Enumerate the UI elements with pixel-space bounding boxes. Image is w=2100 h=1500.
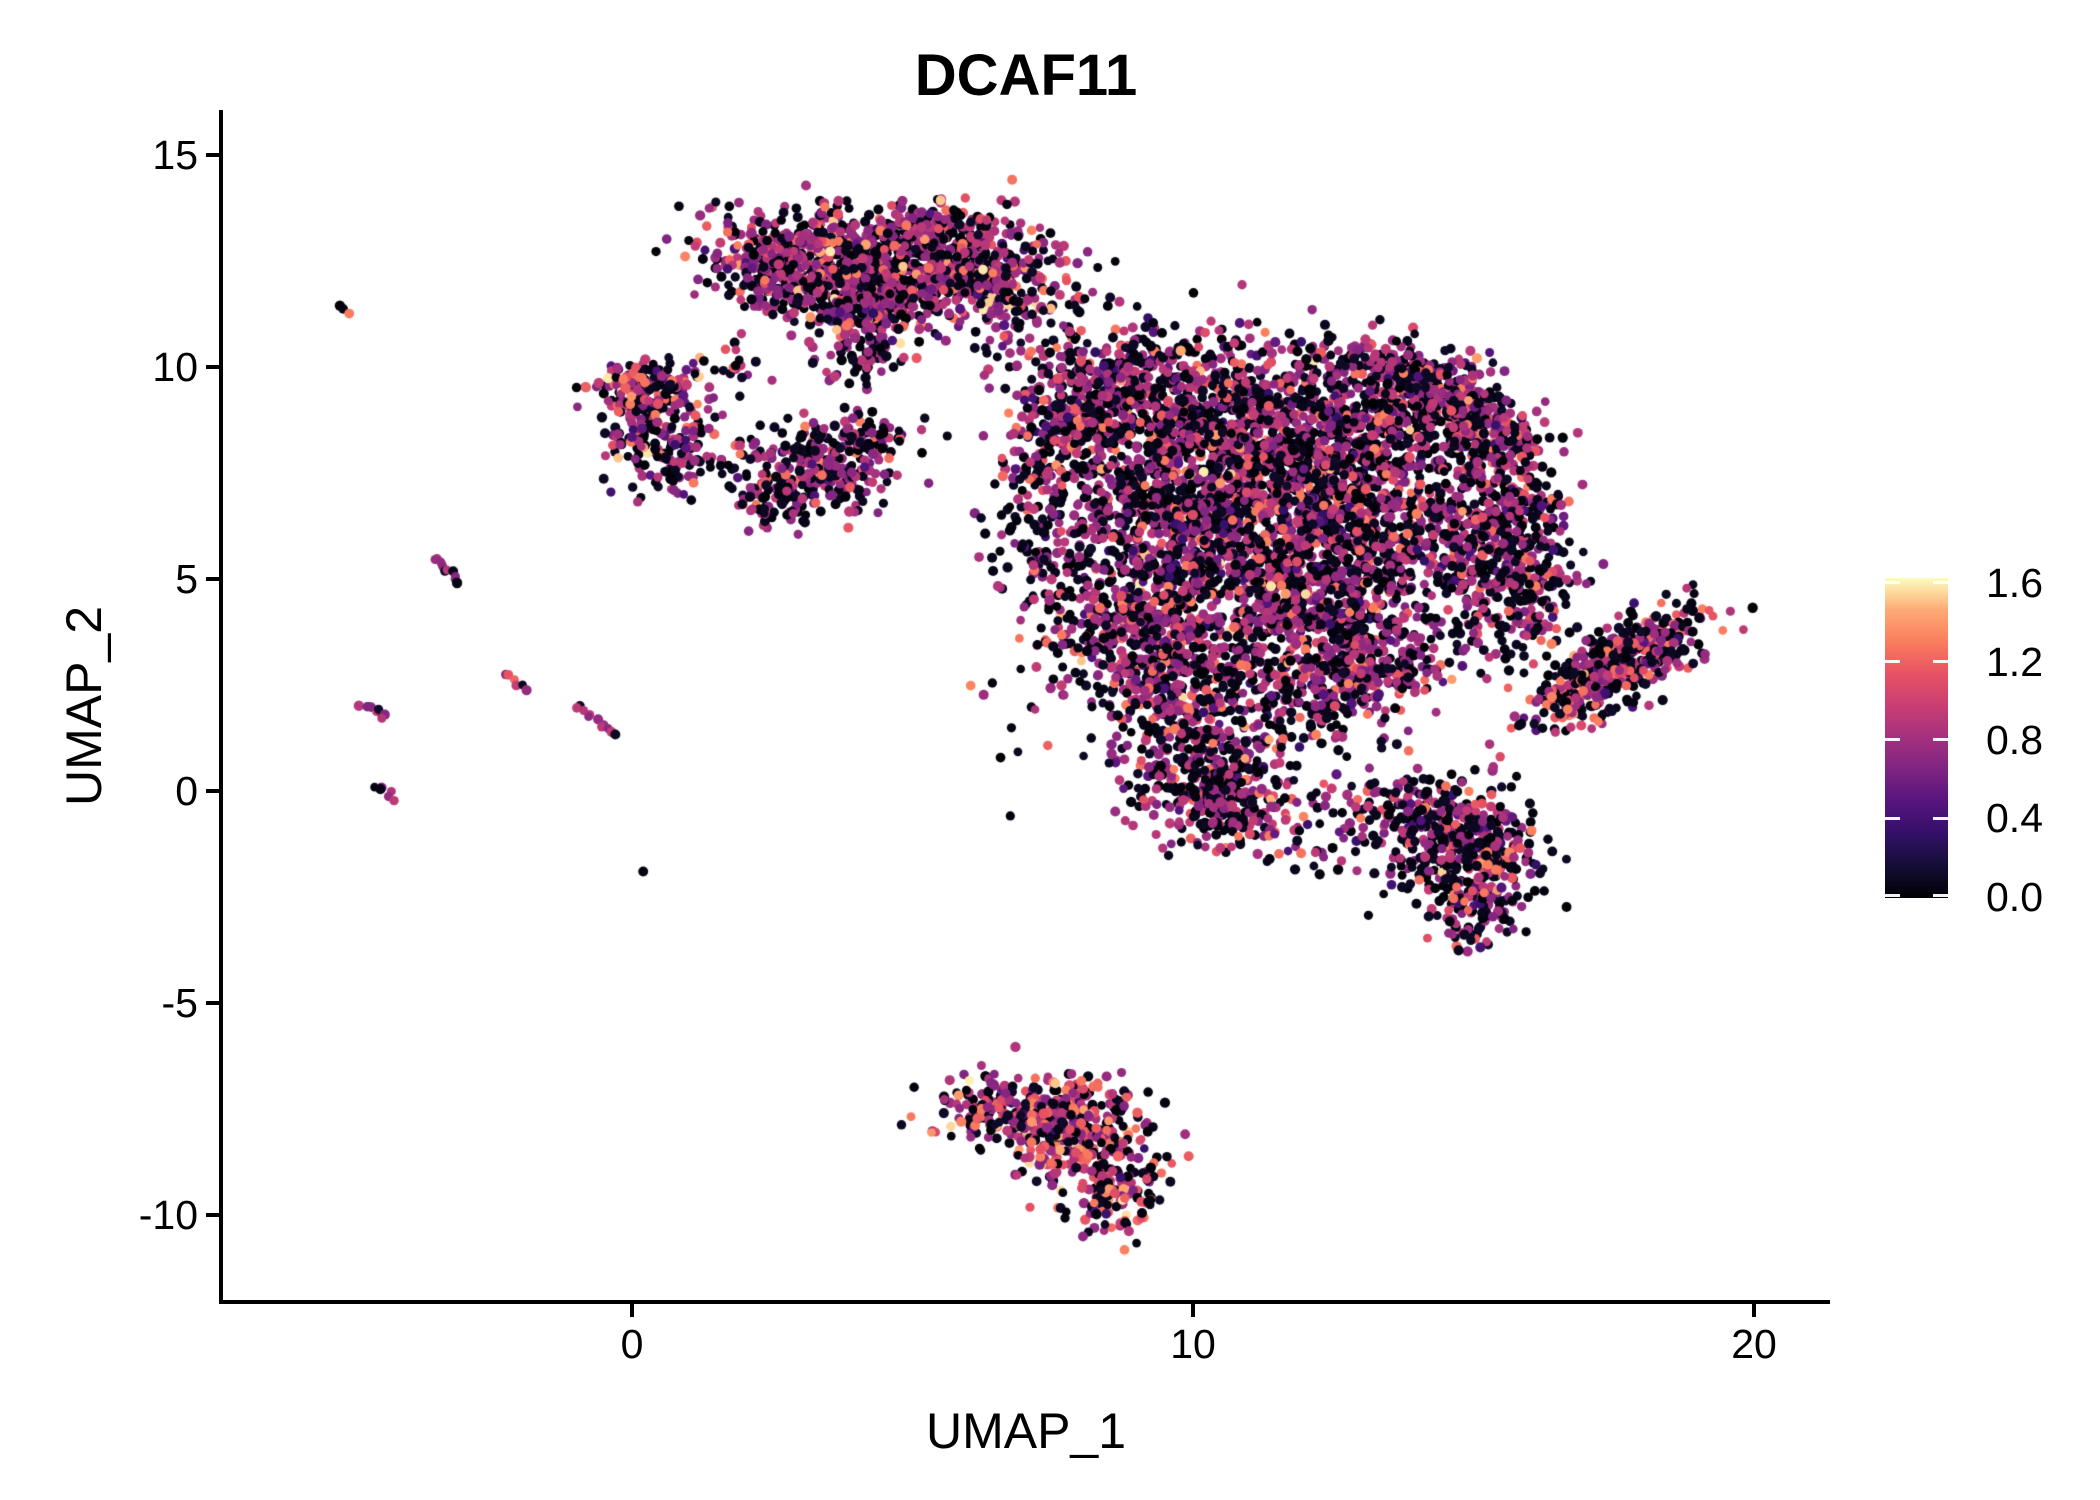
colorbar-tick [1885,894,1900,897]
y-axis-tick [206,365,219,369]
x-tick-label: 10 [1170,1321,1216,1367]
y-axis-tick [206,577,219,581]
x-axis-tick [630,1304,634,1317]
y-tick-label: 0 [175,768,198,814]
colorbar-tick [1933,581,1948,584]
x-axis-tick [1752,1304,1756,1317]
colorbar-label: 1.6 [1986,560,2043,606]
x-axis-tick [1191,1304,1195,1317]
y-tick-label: 15 [152,132,198,178]
colorbar-tick [1885,660,1900,663]
y-axis-tick [206,789,219,793]
y-axis-tick [206,153,219,157]
colorbar-tick [1885,817,1900,820]
x-axis-title: UMAP_1 [925,1403,1127,1459]
plot-title: DCAF11 [914,43,1138,108]
y-axis-line [219,110,223,1304]
colorbar-label: 0.4 [1986,795,2043,841]
y-tick-label: 5 [175,556,198,602]
y-axis-tick [206,1213,219,1217]
colorbar-label: 0.0 [1986,874,2043,920]
y-tick-label: 10 [152,344,198,390]
colorbar-tick [1885,738,1900,741]
colorbar-tick [1885,581,1900,584]
y-tick-label: -10 [138,1192,198,1238]
colorbar-label: 1.2 [1986,639,2043,685]
x-tick-label: 20 [1731,1321,1777,1367]
colorbar-label: 0.8 [1986,717,2043,763]
colorbar-tick [1933,894,1948,897]
x-axis-line [219,1300,1830,1304]
y-tick-label: -5 [161,980,198,1026]
colorbar-tick [1933,738,1948,741]
y-axis-title: UMAP_2 [56,605,112,807]
y-axis-tick [206,1001,219,1005]
x-tick-label: 0 [620,1321,644,1367]
colorbar-tick [1933,660,1948,663]
colorbar-tick [1933,817,1948,820]
